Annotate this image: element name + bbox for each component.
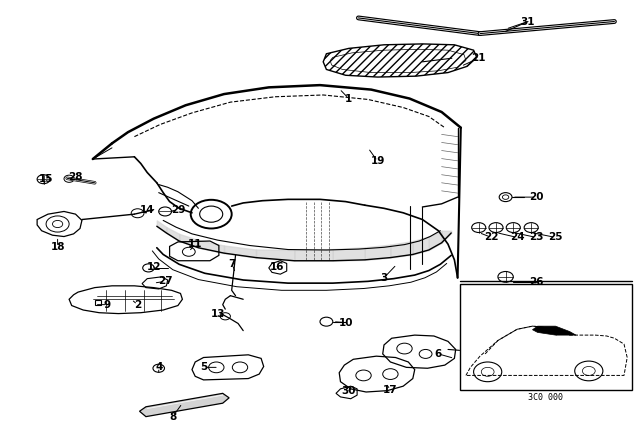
Text: 7: 7 [228, 259, 236, 269]
Text: 15: 15 [39, 174, 53, 184]
Text: 4: 4 [155, 362, 163, 372]
Text: 28: 28 [68, 172, 83, 182]
Text: 3: 3 [380, 273, 388, 283]
Text: 22: 22 [484, 233, 499, 242]
Text: 11: 11 [188, 239, 202, 249]
Text: 17: 17 [383, 385, 397, 395]
Text: 5: 5 [200, 362, 207, 372]
Polygon shape [140, 393, 229, 417]
Text: 2: 2 [134, 300, 141, 310]
Text: 29: 29 [171, 205, 185, 215]
Text: 13: 13 [211, 309, 225, 319]
Text: 12: 12 [147, 262, 161, 271]
Text: 1: 1 [345, 94, 353, 103]
Text: 27: 27 [158, 276, 172, 286]
Bar [460, 284, 632, 390]
Text: 26: 26 [529, 277, 543, 287]
Text: 19: 19 [371, 156, 385, 166]
Text: 21: 21 [472, 53, 486, 63]
Text: 25: 25 [548, 233, 563, 242]
Text: 24: 24 [510, 233, 524, 242]
Text: 31: 31 [521, 17, 535, 26]
Text: 3C0 000: 3C0 000 [529, 393, 563, 402]
Text: 9: 9 [104, 300, 111, 310]
Text: 20: 20 [529, 192, 543, 202]
Polygon shape [532, 326, 576, 335]
Text: 10: 10 [339, 318, 353, 327]
Text: 8: 8 [169, 412, 177, 422]
Text: 18: 18 [51, 242, 65, 252]
Text: 16: 16 [270, 262, 284, 271]
Text: 6: 6 [435, 349, 442, 359]
Text: 23: 23 [529, 233, 543, 242]
Text: 14: 14 [140, 205, 154, 215]
Text: 30: 30 [342, 386, 356, 396]
